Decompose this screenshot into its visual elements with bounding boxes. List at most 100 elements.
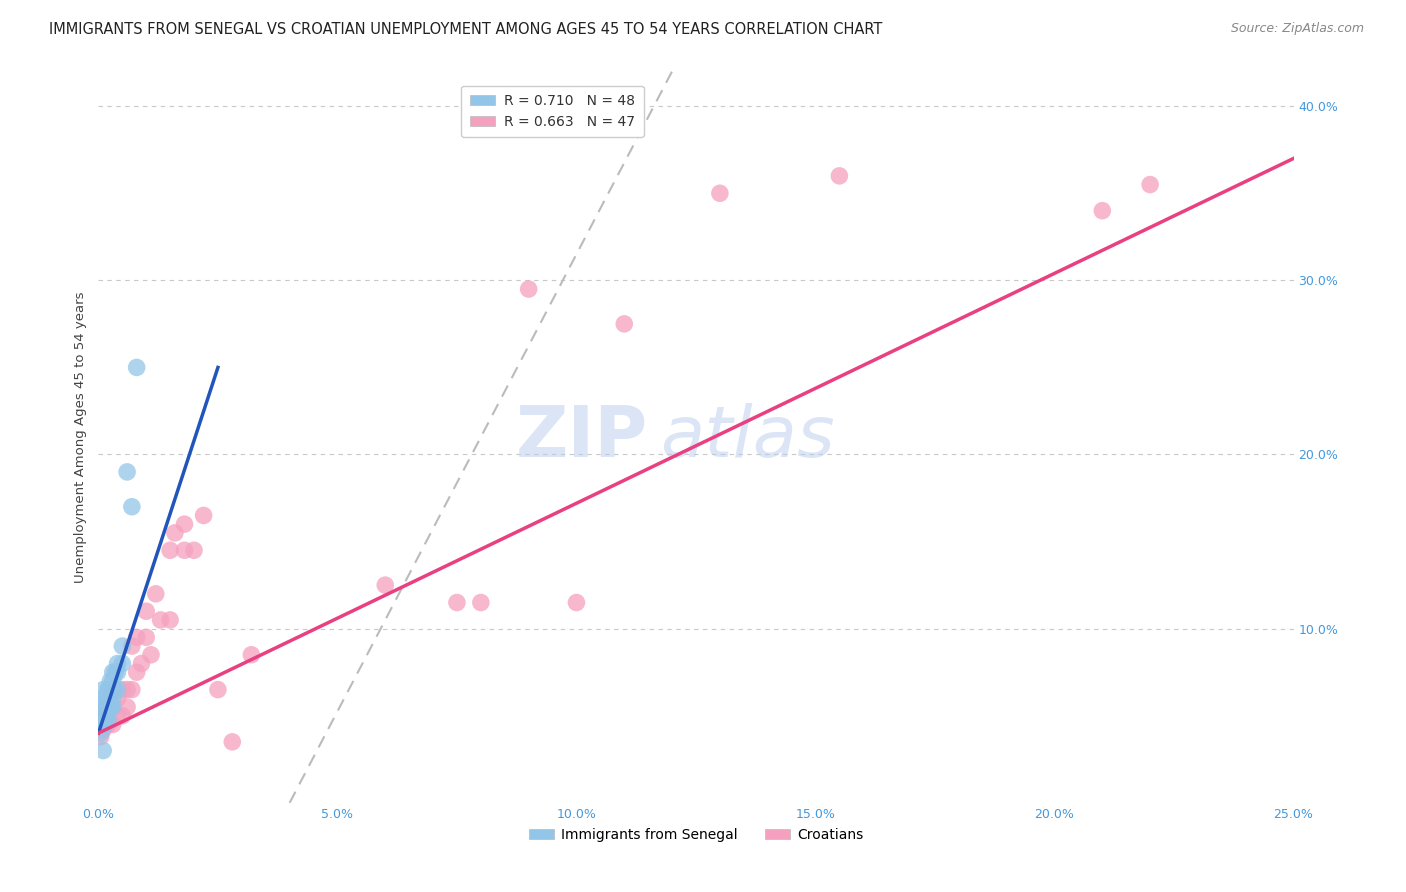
Point [93, 712, 115, 726]
Point [240, 648, 263, 662]
Point [121, 500, 143, 514]
Point [91, 717, 114, 731]
Point [135, 631, 157, 645]
Text: IMMIGRANTS FROM SENEGAL VS CROATIAN UNEMPLOYMENT AMONG AGES 45 TO 54 YEARS CORRE: IMMIGRANTS FROM SENEGAL VS CROATIAN UNEM… [49, 22, 883, 37]
Point [97, 695, 120, 709]
Point [98, 700, 122, 714]
Point [125, 631, 148, 645]
Point [145, 587, 167, 601]
Point [97, 691, 120, 706]
Point [103, 682, 125, 697]
Point [111, 657, 134, 671]
Point [97, 705, 120, 719]
Point [115, 700, 138, 714]
Point [107, 665, 129, 680]
Point [1139, 178, 1161, 192]
Point [221, 735, 243, 749]
Point [121, 682, 143, 697]
Point [101, 700, 124, 714]
Point [97, 691, 120, 706]
Point [101, 700, 124, 714]
Point [91, 708, 114, 723]
Point [135, 604, 157, 618]
Point [94, 695, 117, 709]
Point [207, 682, 229, 697]
Point [98, 673, 122, 688]
Point [163, 525, 186, 540]
Point [91, 700, 114, 714]
Point [91, 700, 114, 714]
Point [91, 743, 114, 757]
Text: atlas: atlas [661, 402, 835, 472]
Point [149, 613, 172, 627]
Point [139, 648, 162, 662]
Point [101, 673, 124, 688]
Point [94, 700, 117, 714]
Point [111, 708, 134, 723]
Point [101, 665, 124, 680]
Point [94, 708, 117, 723]
Point [565, 595, 588, 609]
Point [121, 639, 143, 653]
Text: Source: ZipAtlas.com: Source: ZipAtlas.com [1230, 22, 1364, 36]
Point [193, 508, 215, 523]
Point [91, 682, 114, 697]
Point [90, 726, 112, 740]
Point [90, 717, 112, 731]
Point [446, 595, 468, 609]
Point [94, 712, 117, 726]
Point [104, 665, 127, 680]
Point [91, 708, 114, 723]
Point [96, 708, 118, 723]
Point [97, 682, 120, 697]
Point [101, 717, 124, 731]
Point [97, 705, 120, 719]
Point [374, 578, 396, 592]
Point [101, 691, 124, 706]
Point [828, 169, 851, 183]
Point [93, 705, 115, 719]
Point [470, 595, 492, 609]
Point [96, 700, 118, 714]
Point [115, 465, 138, 479]
Point [111, 639, 134, 653]
Point [91, 723, 114, 737]
Y-axis label: Unemployment Among Ages 45 to 54 years: Unemployment Among Ages 45 to 54 years [75, 292, 87, 582]
Point [97, 682, 120, 697]
Point [90, 730, 112, 744]
Point [101, 682, 124, 697]
Point [1091, 203, 1114, 218]
Point [159, 543, 181, 558]
Point [613, 317, 636, 331]
Point [94, 712, 117, 726]
Text: ZIP: ZIP [516, 402, 648, 472]
Point [131, 657, 153, 671]
Point [98, 691, 121, 706]
Point [159, 613, 181, 627]
Point [101, 682, 124, 697]
Point [183, 543, 205, 558]
Point [115, 682, 138, 697]
Point [107, 691, 129, 706]
Point [125, 665, 148, 680]
Point [97, 717, 120, 731]
Point [91, 708, 114, 723]
Point [91, 691, 114, 706]
Point [94, 700, 117, 714]
Point [111, 682, 134, 697]
Point [173, 517, 195, 532]
Point [125, 360, 148, 375]
Point [709, 186, 731, 201]
Point [107, 708, 129, 723]
Point [517, 282, 540, 296]
Point [173, 543, 195, 558]
Point [90, 700, 112, 714]
Point [101, 682, 124, 697]
Point [97, 712, 120, 726]
Point [107, 682, 129, 697]
Point [97, 700, 120, 714]
Point [107, 657, 129, 671]
Point [97, 698, 120, 713]
Point [94, 708, 117, 723]
Point [94, 717, 117, 731]
